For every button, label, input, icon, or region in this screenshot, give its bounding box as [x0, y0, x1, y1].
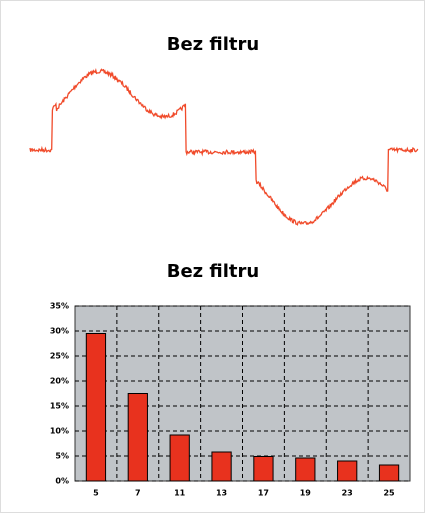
y-tick-label: 35%	[50, 302, 69, 311]
x-tick-label: 5	[93, 489, 99, 498]
x-tick-label: 13	[216, 489, 227, 498]
x-tick-label: 19	[300, 489, 312, 498]
bar	[85, 333, 107, 482]
bar	[295, 457, 316, 482]
x-tick-label: 11	[174, 489, 186, 498]
y-tick-label: 30%	[50, 327, 69, 336]
bar	[127, 393, 148, 482]
x-tick-label: 7	[135, 489, 141, 498]
y-tick-label: 25%	[50, 352, 69, 361]
bar	[378, 464, 400, 482]
x-tick-label: 25	[383, 489, 395, 498]
y-tick-label: 15%	[50, 402, 69, 411]
x-tick-label: 23	[342, 489, 353, 498]
waveform	[29, 68, 419, 226]
bar	[169, 434, 190, 482]
bar	[253, 456, 274, 482]
bar-chart-title: Bez filtru	[167, 261, 259, 282]
bar	[211, 451, 232, 482]
waveform-title: Bez filtru	[167, 34, 259, 55]
y-tick-label: 20%	[50, 377, 69, 386]
y-tick-label: 0%	[55, 477, 69, 486]
bar	[337, 460, 358, 482]
x-tick-label: 17	[258, 489, 269, 498]
y-tick-label: 5%	[55, 452, 69, 461]
y-tick-label: 10%	[50, 427, 69, 436]
